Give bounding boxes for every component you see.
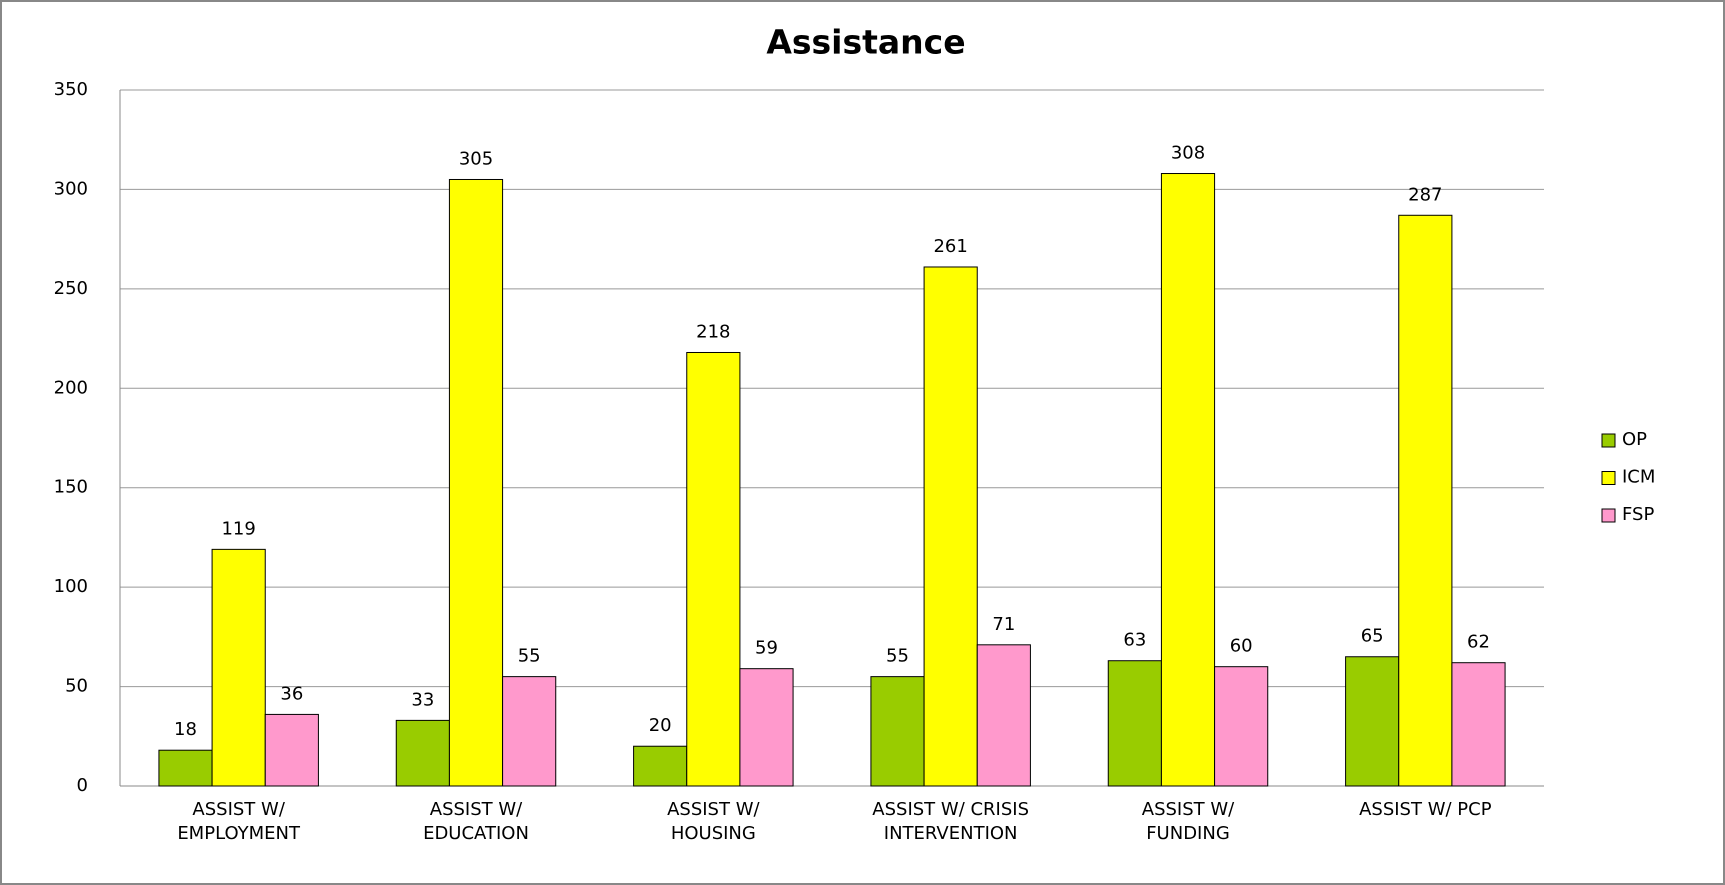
x-tick-label: ASSIST W/ FUNDING [1141, 799, 1235, 844]
legend-swatch [1601, 433, 1616, 448]
data-label: 55 [518, 646, 541, 667]
bar [448, 178, 504, 787]
data-label: 18 [174, 719, 197, 740]
bar [633, 745, 688, 787]
y-tick-label: 0 [77, 775, 88, 796]
y-tick-label: 300 [54, 178, 88, 199]
bar [686, 351, 741, 787]
y-tick-label: 250 [54, 278, 88, 299]
bar [870, 676, 925, 787]
bar [923, 266, 978, 787]
legend-swatch [1601, 508, 1616, 523]
bar [502, 676, 557, 787]
data-label: 261 [933, 236, 967, 257]
bar [211, 548, 266, 787]
data-label: 36 [280, 683, 303, 704]
data-label: 305 [459, 148, 493, 169]
data-label: 119 [221, 518, 255, 539]
bar [1398, 214, 1453, 787]
x-tick-label: ASSIST W/ EMPLOYMENT [177, 799, 300, 844]
bar [1451, 662, 1506, 787]
legend-label: ICM [1622, 467, 1655, 488]
data-label: 33 [411, 689, 434, 710]
x-tick-label: ASSIST W/ CRISIS INTERVENTION [872, 799, 1030, 844]
bar [739, 668, 794, 787]
y-tick-label: 200 [54, 377, 88, 398]
bar [395, 719, 450, 787]
bar [1160, 173, 1216, 787]
data-label: 59 [755, 638, 778, 659]
x-tick-label: ASSIST W/ HOUSING [667, 799, 760, 844]
bar [1345, 656, 1400, 787]
y-tick-label: 100 [54, 576, 88, 597]
x-tick-label: ASSIST W/ EDUCATION [423, 799, 529, 844]
legend-label: OP [1622, 429, 1647, 450]
x-tick-label: ASSIST W/ PCP [1359, 799, 1492, 820]
data-label: 287 [1408, 184, 1442, 205]
legend-label: FSP [1622, 504, 1654, 525]
data-label: 55 [886, 646, 909, 667]
data-label: 62 [1467, 632, 1490, 653]
bar [264, 713, 319, 787]
data-label: 60 [1230, 636, 1253, 657]
data-label: 71 [992, 614, 1015, 635]
bar [976, 644, 1031, 787]
chart-title: Assistance [766, 23, 965, 62]
data-label: 65 [1361, 626, 1384, 647]
data-label: 218 [696, 321, 730, 342]
y-tick-label: 150 [54, 477, 88, 498]
bar [1107, 660, 1162, 787]
y-tick-label: 50 [65, 676, 88, 697]
data-label: 63 [1123, 630, 1146, 651]
bar [1214, 666, 1269, 787]
data-label: 20 [649, 715, 672, 736]
legend-swatch [1601, 471, 1616, 485]
data-label: 308 [1171, 143, 1205, 164]
bar [158, 749, 213, 787]
y-tick-label: 350 [54, 79, 88, 100]
